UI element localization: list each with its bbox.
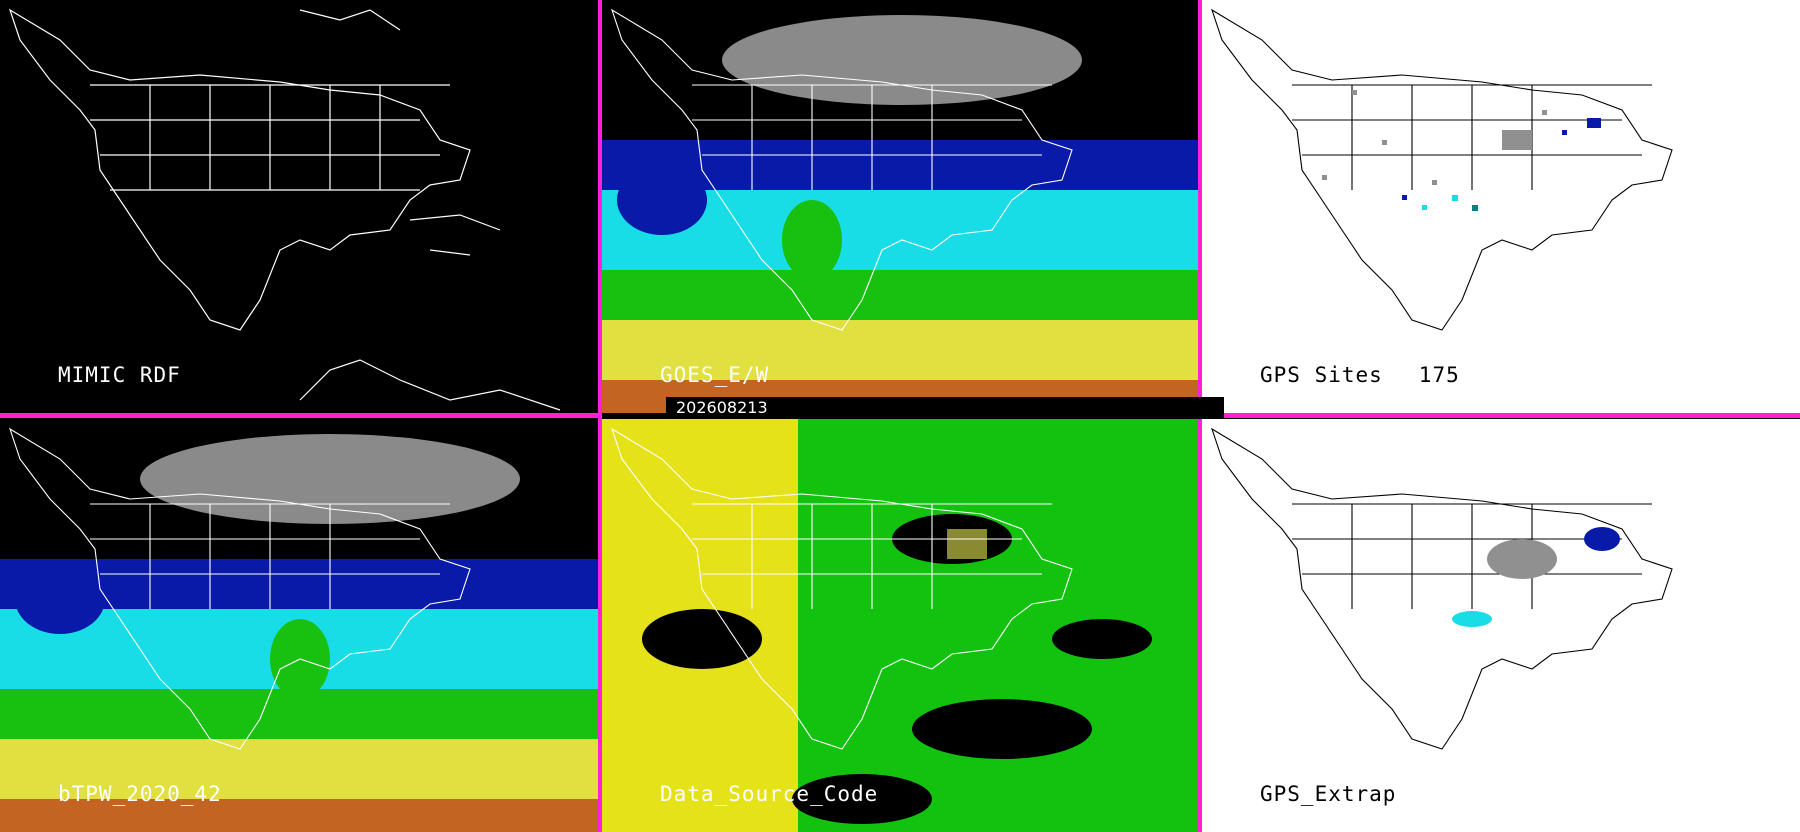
map-outline-mimic	[8, 8, 561, 411]
timestamp-bar: 202608213	[666, 397, 1224, 419]
panel-btpw: bTPW_2020_42	[0, 419, 598, 832]
divider-horizontal-right	[1202, 413, 1800, 418]
divider-horizontal-left	[0, 413, 598, 418]
panel-label: MIMIC RDF	[58, 363, 181, 387]
gps-sites-label: GPS Sites	[1260, 363, 1383, 387]
map-data-source	[602, 419, 1198, 832]
map-tpw-btpw	[0, 427, 598, 832]
panel-gps-extrap: GPS_Extrap	[1202, 419, 1800, 832]
divider-vertical-left	[598, 0, 602, 832]
panel-label: GOES_E/W	[660, 363, 770, 387]
panel-label: bTPW_2020_42	[58, 782, 222, 806]
map-gps-sites	[1211, 8, 1673, 331]
panel-label: Data_Source_Code	[660, 782, 879, 806]
panel-goes-ew: GOES_E/W	[602, 0, 1198, 413]
panel-mimic-rdf: MIMIC RDF	[0, 0, 598, 413]
panel-label: GPS_Extrap	[1260, 782, 1397, 806]
map-tpw-goes	[602, 8, 1198, 413]
gps-sites-count: 175	[1418, 363, 1460, 387]
panel-gps-sites: GPS Sites 175	[1202, 0, 1800, 413]
map-gps-extrap	[1211, 427, 1673, 750]
panel-data-source-code: Data_Source_Code	[602, 419, 1198, 832]
panel-label: GPS Sites 175	[1260, 363, 1460, 387]
gps-site-markers	[1322, 90, 1601, 211]
timestamp-text: 202608213	[676, 398, 768, 417]
